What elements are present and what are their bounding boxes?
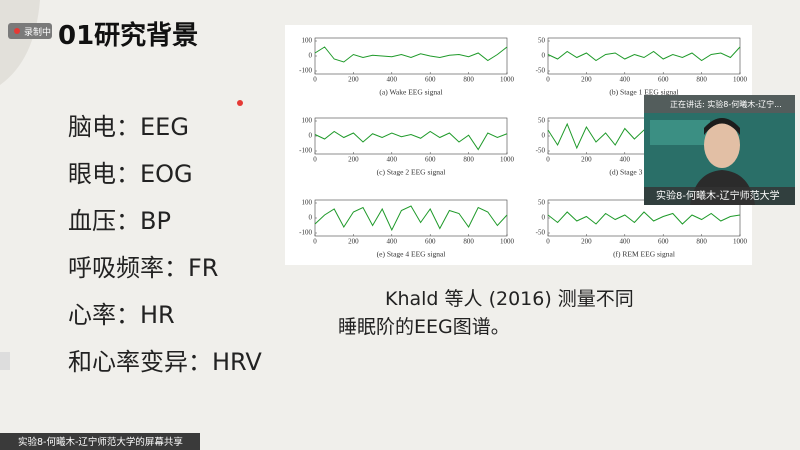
y-tick-label: 0 — [542, 52, 546, 60]
speaking-label: 正在讲话: 实验8-何曦木-辽宁... — [670, 99, 782, 109]
list-item: 和心率变异：HRV — [68, 348, 262, 376]
x-tick-label: 400 — [620, 156, 631, 164]
participant-name: 实验8-何曦木-辽宁师范大学 — [656, 189, 780, 202]
y-tick-label: 100 — [302, 117, 313, 125]
x-tick-label: 800 — [463, 156, 474, 164]
recording-badge[interactable] — [8, 23, 52, 39]
x-tick-label: 200 — [581, 156, 592, 164]
y-tick-label: -50 — [536, 147, 546, 155]
side-handle[interactable] — [0, 352, 10, 370]
backdrop-panel — [650, 120, 710, 145]
y-tick-label: -100 — [299, 67, 312, 75]
y-tick-label: 50 — [538, 117, 546, 125]
x-tick-label: 1000 — [733, 76, 748, 84]
y-tick-label: 0 — [542, 132, 546, 140]
x-tick-label: 600 — [425, 238, 436, 246]
recording-label: 录制中 — [24, 26, 51, 38]
x-tick-label: 800 — [463, 76, 474, 84]
eeg-signal — [547, 46, 741, 62]
speaker-face — [704, 122, 740, 168]
x-tick-label: 0 — [546, 238, 550, 246]
y-tick-label: -50 — [536, 67, 546, 75]
x-tick-label: 400 — [387, 156, 398, 164]
x-tick-label: 600 — [658, 238, 669, 246]
name-bar — [644, 187, 795, 205]
panel-caption: (b) Stage 1 EEG signal — [609, 88, 678, 97]
eeg-signal — [314, 46, 508, 63]
x-tick-label: 600 — [658, 76, 669, 84]
y-tick-label: 100 — [302, 37, 313, 45]
list-item: 血压：BP — [68, 207, 171, 235]
x-tick-label: 200 — [348, 76, 359, 84]
y-tick-label: 0 — [309, 214, 313, 222]
eeg-signal — [314, 205, 508, 232]
share-bar[interactable] — [0, 433, 200, 450]
speaking-bar — [644, 95, 795, 113]
video-tile[interactable]: 正在讲话: 实验8-何曦木-辽宁... 实验8-何曦木-辽宁师范大学 — [644, 95, 795, 205]
list-item: 心率：HR — [68, 301, 175, 329]
slide-decoration — [0, 0, 40, 85]
x-tick-label: 0 — [313, 238, 317, 246]
x-tick-label: 400 — [620, 76, 631, 84]
y-tick-label: 50 — [538, 199, 546, 207]
slide-title: 01研究背景 — [58, 20, 198, 51]
list-item: 呼吸频率：FR — [68, 254, 218, 282]
x-tick-label: 1000 — [500, 156, 515, 164]
speaker-hair — [704, 118, 740, 135]
x-tick-label: 0 — [313, 76, 317, 84]
caption-line: 睡眠阶的EEG图谱。 — [338, 316, 510, 338]
y-tick-label: 0 — [309, 132, 313, 140]
panel-caption: (f) REM EEG signal — [613, 250, 675, 259]
recording-dot — [14, 28, 20, 34]
y-tick-label: -50 — [536, 229, 546, 237]
y-tick-label: -100 — [299, 229, 312, 237]
x-tick-label: 1000 — [500, 76, 515, 84]
x-tick-label: 800 — [696, 238, 707, 246]
y-tick-label: 100 — [302, 199, 313, 207]
x-tick-label: 200 — [581, 76, 592, 84]
x-tick-label: 0 — [546, 76, 550, 84]
panel-caption: (c) Stage 2 EEG signal — [377, 168, 446, 177]
x-tick-label: 600 — [425, 76, 436, 84]
panel-caption: (e) Stage 4 EEG signal — [377, 250, 446, 259]
x-tick-label: 400 — [620, 238, 631, 246]
eeg-signal — [547, 211, 741, 225]
x-tick-label: 200 — [581, 238, 592, 246]
x-tick-label: 600 — [425, 156, 436, 164]
y-tick-label: 0 — [309, 52, 313, 60]
x-tick-label: 0 — [546, 156, 550, 164]
share-label: 实验8-何曦木-辽宁师范大学的屏幕共享 — [18, 436, 183, 448]
x-tick-label: 800 — [696, 76, 707, 84]
panel-caption: (a) Wake EEG signal — [379, 88, 442, 97]
list-item: 眼电：EOG — [68, 160, 193, 188]
laser-pointer — [237, 100, 243, 106]
x-tick-label: 1000 — [733, 238, 748, 246]
y-tick-label: 0 — [542, 214, 546, 222]
y-tick-label: 50 — [538, 37, 546, 45]
x-tick-label: 800 — [463, 238, 474, 246]
x-tick-label: 200 — [348, 156, 359, 164]
y-tick-label: -100 — [299, 147, 312, 155]
x-tick-label: 1000 — [500, 238, 515, 246]
x-tick-label: 0 — [313, 156, 317, 164]
eeg-signal — [314, 130, 508, 151]
list-item: 脑电：EEG — [68, 113, 189, 141]
x-tick-label: 400 — [387, 238, 398, 246]
caption-line: Khald 等人 (2016) 测量不同 — [385, 288, 634, 310]
x-tick-label: 200 — [348, 238, 359, 246]
x-tick-label: 400 — [387, 76, 398, 84]
